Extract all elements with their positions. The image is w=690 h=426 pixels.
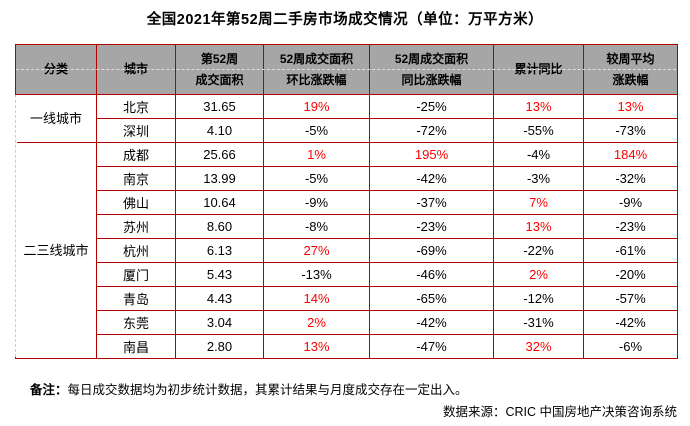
avg-cell: 13% <box>583 94 678 119</box>
header-category: 分类 <box>15 44 97 95</box>
wow-cell: 14% <box>263 286 370 311</box>
area-cell: 10.64 <box>175 190 264 215</box>
area-cell: 13.99 <box>175 166 264 191</box>
table-row: 杭州 6.13 27% -69% -22% -61% <box>16 238 678 263</box>
header-cumulative-yoy: 累计同比 <box>493 44 584 95</box>
avg-cell: -6% <box>583 334 678 359</box>
housing-table-wrapper: 分类 城市 第52周 成交面积 52周成交面积 环比涨跌幅 52周成交面积 同比… <box>15 44 678 359</box>
wow-cell: 19% <box>263 94 370 119</box>
header-yoy-change: 52周成交面积 同比涨跌幅 <box>369 44 494 95</box>
city-cell: 东莞 <box>96 310 176 335</box>
yoy-cell: -37% <box>369 190 494 215</box>
wow-cell: -9% <box>263 190 370 215</box>
area-cell: 4.10 <box>175 118 264 143</box>
table-row: 深圳 4.10 -5% -72% -55% -73% <box>16 118 678 143</box>
data-source: 数据来源：CRIC 中国房地产决策咨询系统 <box>442 405 677 419</box>
area-cell: 6.13 <box>175 238 264 263</box>
note: 备注：每日成交数据均为初步统计数据，其累计结果与月度成交存在一定出入。 <box>30 379 468 398</box>
cum-cell: 7% <box>493 190 584 215</box>
cum-cell: 13% <box>493 94 584 119</box>
area-cell: 2.80 <box>175 334 264 359</box>
header-city: 城市 <box>96 44 176 95</box>
header-vs-weekly-avg: 较周平均 涨跌幅 <box>583 44 678 95</box>
avg-cell: -9% <box>583 190 678 215</box>
yoy-cell: -42% <box>369 310 494 335</box>
avg-cell: 184% <box>583 142 678 167</box>
avg-cell: -61% <box>583 238 678 263</box>
avg-cell: -42% <box>583 310 678 335</box>
yoy-cell: -46% <box>369 262 494 287</box>
city-cell: 厦门 <box>96 262 176 287</box>
group-cell-tier23-cities: 二三线城市 <box>15 142 97 359</box>
avg-cell: -20% <box>583 262 678 287</box>
city-cell: 苏州 <box>96 214 176 239</box>
wow-cell: 27% <box>263 238 370 263</box>
wow-cell: -5% <box>263 166 370 191</box>
table-row: 一线城市 北京 31.65 19% -25% 13% 13% <box>15 94 678 143</box>
cum-cell: -22% <box>493 238 584 263</box>
city-cell: 成都 <box>96 142 176 167</box>
avg-cell: -57% <box>583 286 678 311</box>
page-title: 全国2021年第52周二手房市场成交情况（单位：万平方米） <box>146 12 544 28</box>
yoy-cell: 195% <box>369 142 494 167</box>
wow-cell: -13% <box>263 262 370 287</box>
cum-cell: 13% <box>493 214 584 239</box>
cum-cell: -31% <box>493 310 584 335</box>
city-cell: 佛山 <box>96 190 176 215</box>
area-cell: 3.04 <box>175 310 264 335</box>
header-wow-change: 52周成交面积 环比涨跌幅 <box>263 44 370 95</box>
yoy-cell: -65% <box>369 286 494 311</box>
cum-cell: -3% <box>493 166 584 191</box>
header-week-area: 第52周 成交面积 <box>175 44 264 95</box>
city-cell: 南昌 <box>96 334 176 359</box>
city-cell: 深圳 <box>96 118 176 143</box>
area-cell: 4.43 <box>175 286 264 311</box>
area-cell: 31.65 <box>175 94 264 119</box>
note-text: 每日成交数据均为初步统计数据，其累计结果与月度成交存在一定出入。 <box>67 383 468 397</box>
table-row: 南京 13.99 -5% -42% -3% -32% <box>16 166 678 191</box>
avg-cell: -32% <box>583 166 678 191</box>
wow-cell: -8% <box>263 214 370 239</box>
area-cell: 5.43 <box>175 262 264 287</box>
wow-cell: 13% <box>263 334 370 359</box>
area-cell: 25.66 <box>175 142 264 167</box>
cum-cell: -55% <box>493 118 584 143</box>
city-cell: 杭州 <box>96 238 176 263</box>
header-row: 分类 城市 第52周 成交面积 52周成交面积 环比涨跌幅 52周成交面积 同比… <box>15 44 678 95</box>
table-row: 厦门 5.43 -13% -46% 2% -20% <box>16 262 678 287</box>
avg-cell: -73% <box>583 118 678 143</box>
table-row: 青岛 4.43 14% -65% -12% -57% <box>16 286 678 311</box>
city-cell: 青岛 <box>96 286 176 311</box>
wow-cell: -5% <box>263 118 370 143</box>
area-cell: 8.60 <box>175 214 264 239</box>
housing-table: 分类 城市 第52周 成交面积 52周成交面积 环比涨跌幅 52周成交面积 同比… <box>15 44 678 359</box>
cum-cell: -12% <box>493 286 584 311</box>
note-label: 备注： <box>30 383 68 397</box>
table-row: 东莞 3.04 2% -42% -31% -42% <box>16 310 678 335</box>
table-row: 苏州 8.60 -8% -23% 13% -23% <box>16 214 678 239</box>
yoy-cell: -47% <box>369 334 494 359</box>
city-cell: 南京 <box>96 166 176 191</box>
yoy-cell: -42% <box>369 166 494 191</box>
wow-cell: 2% <box>263 310 370 335</box>
cum-cell: 32% <box>493 334 584 359</box>
table-row: 南昌 2.80 13% -47% 32% -6% <box>16 334 678 359</box>
group-cell-tier1-cities: 一线城市 <box>15 94 97 143</box>
table-row: 佛山 10.64 -9% -37% 7% -9% <box>16 190 678 215</box>
yoy-cell: -69% <box>369 238 494 263</box>
avg-cell: -23% <box>583 214 678 239</box>
cum-cell: 2% <box>493 262 584 287</box>
city-cell: 北京 <box>96 94 176 119</box>
wow-cell: 1% <box>263 142 370 167</box>
yoy-cell: -23% <box>369 214 494 239</box>
yoy-cell: -25% <box>369 94 494 119</box>
table-row: 二三线城市 成都 25.66 1% 195% -4% 184% <box>15 142 678 359</box>
cum-cell: -4% <box>493 142 584 167</box>
yoy-cell: -72% <box>369 118 494 143</box>
